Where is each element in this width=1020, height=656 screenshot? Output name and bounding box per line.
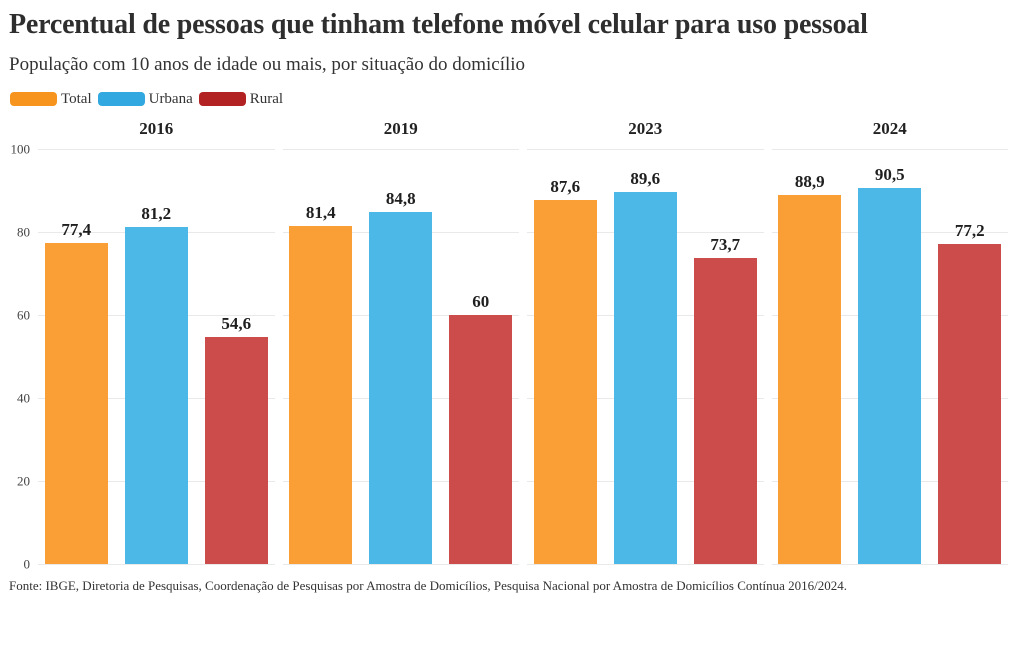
bar-value-label-total-2019: 81,4 [305, 203, 336, 223]
bar-total-2016: 77,4 [44, 221, 108, 564]
bar-value-label-rural-2024: 77,2 [954, 220, 985, 240]
year-label-row: 2016 2019 2023 2024 [38, 116, 1008, 142]
legend-item-rural: Rural [198, 90, 284, 107]
bar-value-label-urbana-2024: 90,5 [874, 165, 905, 185]
bar-chart: 2016 2019 2023 2024 0 20 40 60 80 100 77,4 81,2 54… [0, 116, 1020, 571]
year-label-2019: 2019 [383, 119, 418, 138]
y-axis-tick-80: 80 [17, 224, 30, 240]
bar-rural-2024: 77,2 [938, 222, 1002, 564]
page-title: Percentual de pessoas que tinham telefon… [9, 9, 868, 40]
bar-value-label-rural-2023: 73,7 [710, 235, 741, 255]
year-label-2024: 2024 [872, 119, 907, 138]
legend-swatch-total [10, 92, 57, 106]
legend-label: Rural [249, 90, 284, 107]
chart-panel-2023: 87,6 89,6 73,7 [527, 149, 764, 565]
gridline-100 [282, 149, 519, 150]
legend: Total Urbana Rural [10, 91, 1020, 107]
legend-swatch-urbana [97, 92, 145, 106]
bar-rural-2019: 60 [449, 293, 513, 564]
chart-panel-2019: 81,4 84,8 60 [282, 149, 520, 565]
bar-value-label-total-2016: 77,4 [61, 219, 92, 239]
bar-urbana-2023: 89,6 [613, 170, 677, 564]
bar-urbana-2016: 81,2 [124, 205, 188, 564]
bar-value-label-rural-2019: 60 [472, 292, 490, 311]
plot-area: 0 20 40 60 80 100 77,4 81,2 54,6 81,4 84,8 60 87,6 8… [0, 143, 1009, 571]
page-subtitle: População com 10 anos de idade ou mais, … [9, 54, 526, 75]
source-footer: Fonte: IBGE, Diretoria de Pesquisas, Coo… [9, 578, 848, 593]
bar-group-2019: 81,4 84,8 60 [283, 149, 520, 564]
legend-item-urbana: Urbana [97, 90, 193, 107]
bar-value-label-urbana-2019: 84,8 [385, 189, 416, 209]
bar-value-label-urbana-2016: 81,2 [141, 204, 172, 224]
y-axis-tick-20: 20 [17, 473, 30, 489]
gridline-0 [282, 564, 519, 565]
legend-label: Urbana [148, 90, 193, 107]
gridline-100 [38, 149, 275, 150]
legend-swatch-rural [198, 92, 246, 106]
gridline-100 [527, 149, 764, 150]
bar-total-2019: 81,4 [289, 204, 353, 564]
bar-urbana-2019: 84,8 [369, 190, 433, 564]
gridline-0 [771, 564, 1008, 565]
y-axis-tick-60: 60 [17, 307, 30, 323]
bar-group-2023: 87,6 89,6 73,7 [527, 149, 764, 564]
bar-urbana-2024: 90,5 [858, 166, 922, 564]
chart-panels: 77,4 81,2 54,6 81,4 84,8 60 87,6 89,6 73,7 88,9 90… [38, 149, 1009, 565]
bar-value-label-total-2024: 88,9 [794, 172, 825, 192]
y-axis-tick-40: 40 [17, 390, 30, 406]
bar-value-label-rural-2016: 54,6 [221, 314, 252, 334]
gridline-100 [771, 149, 1008, 150]
y-axis: 0 20 40 60 80 100 [0, 143, 31, 571]
bar-group-2024: 88,9 90,5 77,2 [772, 149, 1009, 564]
bar-total-2024: 88,9 [778, 173, 842, 564]
chart-panel-2016: 77,4 81,2 54,6 [38, 149, 275, 565]
legend-label: Total [61, 90, 92, 107]
bar-rural-2016: 54,6 [204, 315, 268, 564]
chart-page: Percentual de pessoas que tinham telefon… [0, 6, 1020, 656]
chart-panel-2024: 88,9 90,5 77,2 [771, 149, 1009, 565]
bar-total-2023: 87,6 [533, 178, 597, 564]
legend-item-total: Total [10, 90, 92, 107]
bar-value-label-total-2023: 87,6 [550, 177, 581, 197]
y-axis-tick-0: 0 [23, 556, 31, 572]
year-label-2016: 2016 [139, 119, 174, 138]
bar-group-2016: 77,4 81,2 54,6 [38, 149, 275, 564]
gridline-0 [527, 564, 764, 565]
y-axis-tick-100: 100 [10, 141, 31, 157]
bar-value-label-urbana-2023: 89,6 [630, 169, 661, 189]
bar-rural-2023: 73,7 [693, 236, 757, 564]
gridline-0 [38, 564, 275, 565]
year-label-2023: 2023 [628, 119, 663, 138]
